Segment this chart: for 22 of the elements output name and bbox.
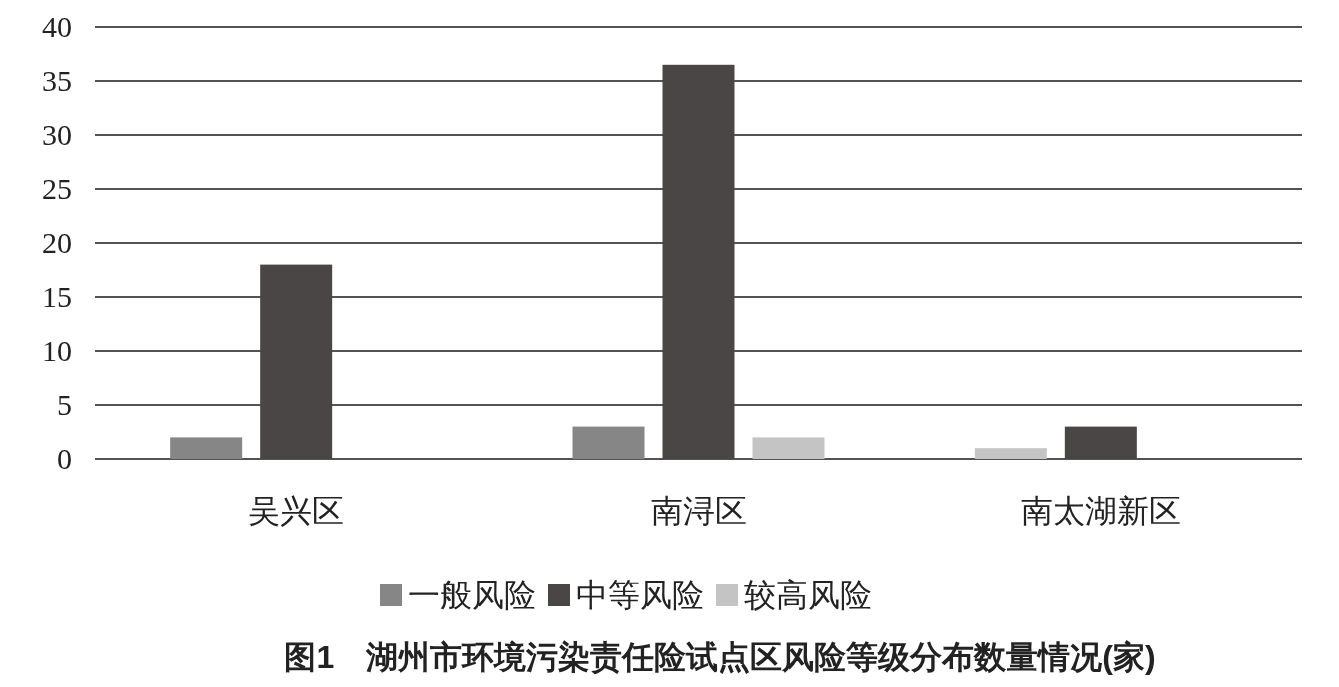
x-tick-label: 南浔区 [650,493,747,529]
y-tick-label: 30 [42,118,72,151]
bar [170,437,243,459]
bar [572,426,645,459]
legend-label: 较高风险 [744,577,872,613]
y-tick-label: 35 [42,64,72,97]
bar [260,264,333,459]
bar [1064,426,1137,459]
y-tick-label: 40 [42,10,72,43]
y-tick-label: 20 [42,226,72,259]
x-tick-label: 吴兴区 [248,493,345,529]
legend-label: 一般风险 [408,577,536,613]
y-tick-label: 0 [57,442,72,475]
bar [662,64,735,459]
legend-label: 中等风险 [576,577,704,613]
bar [752,437,825,459]
y-tick-label: 5 [57,388,72,421]
y-tick-label: 15 [42,280,72,313]
y-tick-label: 10 [42,334,72,367]
y-tick-label: 25 [42,172,72,205]
text: 图1 湖州市环境污染责任险试点区风险等级分布数量情况(家) [284,639,1156,675]
x-tick-label: 南太湖新区 [1020,493,1181,529]
